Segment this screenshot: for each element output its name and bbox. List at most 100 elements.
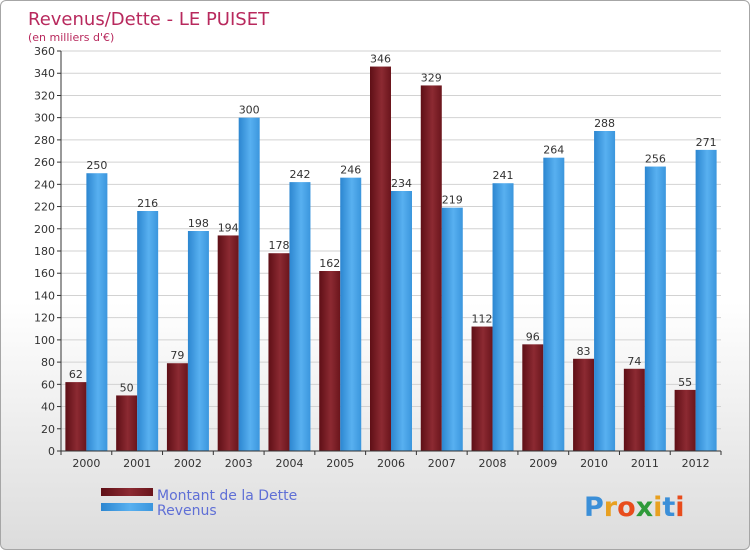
data-label-dette: 50	[120, 381, 134, 394]
y-tick-label: 0	[48, 445, 55, 458]
bar-revenus	[137, 211, 159, 451]
bar-dette	[522, 344, 544, 451]
data-label-revenus: 216	[137, 197, 158, 210]
data-label-dette: 178	[268, 239, 289, 252]
legend-swatch-revenus	[101, 503, 153, 511]
data-label-dette: 96	[526, 330, 540, 343]
logo-letter: o	[617, 492, 636, 523]
proxiti-logo: Proxiti	[584, 492, 685, 523]
data-label-dette: 162	[319, 257, 340, 270]
data-label-dette: 55	[678, 376, 692, 389]
y-tick-label: 240	[34, 178, 55, 191]
x-tick-label: 2009	[529, 457, 557, 470]
data-label-revenus: 288	[594, 117, 615, 130]
logo-letter: r	[604, 492, 618, 523]
chart-title: Revenus/Dette - LE PUISET	[28, 9, 270, 30]
data-label-dette: 83	[577, 345, 591, 358]
y-tick-label: 180	[34, 245, 55, 258]
data-labels: 62 250 50 216 79 198 194 300 178 242 162 246 346 234 3…	[69, 53, 717, 395]
bar-revenus	[644, 166, 666, 452]
y-tick-label: 360	[34, 45, 55, 58]
y-tick-label: 140	[34, 289, 55, 302]
bar-dette	[319, 271, 341, 451]
y-tick-label: 200	[34, 223, 55, 236]
x-tick-label: 2011	[631, 457, 659, 470]
x-tick-label: 2000	[72, 457, 100, 470]
y-tick-label: 20	[41, 423, 55, 436]
logo-letter: i	[653, 492, 662, 523]
x-tick-label: 2007	[428, 457, 456, 470]
bar-dette	[573, 358, 595, 451]
bar-revenus	[391, 191, 412, 451]
bar-dette	[420, 85, 442, 451]
bar-revenus	[492, 183, 514, 451]
bar-dette	[623, 368, 645, 451]
y-axis-ticks: 0 20 40 60 80 100 120 140 160 180 200 220 240 260 280 3…	[34, 45, 61, 458]
bar-dette	[65, 382, 87, 451]
y-tick-label: 100	[34, 334, 55, 347]
y-tick-label: 60	[41, 378, 55, 391]
data-label-revenus: 241	[493, 169, 514, 182]
y-tick-label: 80	[41, 356, 55, 369]
bar-revenus	[441, 207, 463, 451]
legend: Montant de la Dette Revenus	[101, 488, 297, 519]
logo-letter: x	[636, 492, 653, 523]
data-label-dette: 346	[370, 53, 391, 66]
data-label-dette: 62	[69, 368, 83, 381]
legend-swatch-debt	[101, 488, 153, 496]
data-label-dette: 74	[627, 355, 641, 368]
bar-revenus	[695, 149, 717, 451]
bar-revenus	[594, 131, 616, 451]
y-tick-label: 40	[41, 401, 55, 414]
y-tick-label: 340	[34, 67, 55, 80]
y-tick-label: 160	[34, 267, 55, 280]
data-label-revenus: 250	[86, 159, 107, 172]
bar-revenus	[187, 231, 209, 451]
bar-dette	[166, 363, 188, 451]
bars	[65, 66, 717, 452]
x-axis-ticks: 2000 2001 2002 2003 2004 2005 2006 2007 2008 2009…	[60, 451, 722, 470]
data-label-revenus: 198	[188, 217, 209, 230]
bar-revenus	[289, 182, 311, 451]
data-label-revenus: 256	[645, 153, 666, 166]
y-tick-label: 120	[34, 312, 55, 325]
legend-label-revenus: Revenus	[157, 503, 217, 519]
logo-letter: i	[675, 492, 684, 523]
x-tick-label: 2012	[682, 457, 710, 470]
x-tick-label: 2003	[225, 457, 253, 470]
data-label-revenus: 246	[340, 164, 361, 177]
bar-revenus	[543, 157, 565, 451]
x-tick-label: 2002	[174, 457, 202, 470]
data-label-revenus: 300	[239, 104, 260, 117]
data-label-dette: 329	[421, 71, 442, 84]
legend-label-debt: Montant de la Dette	[157, 488, 297, 504]
logo-letter: P	[584, 492, 604, 523]
bar-dette	[268, 253, 290, 451]
x-tick-label: 2001	[123, 457, 151, 470]
chart-subtitle: (en milliers d'€)	[28, 31, 114, 44]
data-label-revenus: 234	[391, 177, 412, 190]
bar-dette	[116, 395, 138, 451]
logo-letter: t	[662, 492, 675, 523]
bar-dette	[674, 389, 696, 451]
data-label-revenus: 264	[543, 144, 564, 157]
data-label-dette: 112	[472, 313, 493, 326]
y-tick-label: 220	[34, 201, 55, 214]
data-label-revenus: 271	[696, 136, 717, 149]
data-label-revenus: 219	[442, 194, 463, 207]
bar-revenus	[238, 117, 260, 452]
bar-revenus	[86, 173, 108, 451]
data-label-revenus: 242	[289, 168, 310, 181]
bar-dette	[370, 66, 391, 452]
x-tick-label: 2006	[377, 457, 405, 470]
bar-revenus	[340, 177, 362, 451]
bar-dette	[217, 235, 239, 451]
x-tick-label: 2008	[479, 457, 507, 470]
bar-dette	[471, 326, 493, 451]
y-tick-label: 260	[34, 156, 55, 169]
x-tick-label: 2005	[326, 457, 354, 470]
data-label-dette: 194	[218, 221, 239, 234]
x-tick-label: 2010	[580, 457, 608, 470]
